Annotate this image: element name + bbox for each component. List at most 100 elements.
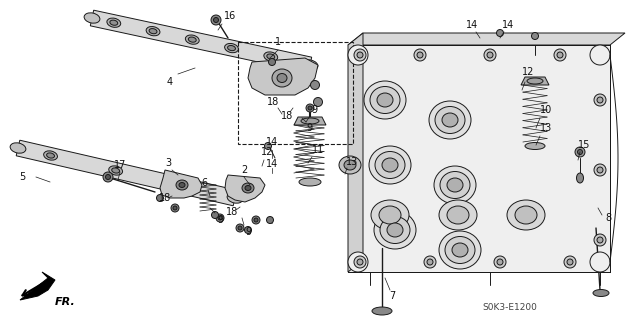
Ellipse shape xyxy=(242,183,254,193)
Ellipse shape xyxy=(306,104,314,112)
Ellipse shape xyxy=(417,52,423,58)
Ellipse shape xyxy=(377,93,393,107)
Ellipse shape xyxy=(344,160,356,170)
Ellipse shape xyxy=(424,256,436,268)
Ellipse shape xyxy=(387,223,403,237)
Polygon shape xyxy=(294,117,326,125)
Ellipse shape xyxy=(429,101,471,139)
Ellipse shape xyxy=(445,236,475,263)
Ellipse shape xyxy=(176,180,188,190)
Ellipse shape xyxy=(103,172,113,182)
Ellipse shape xyxy=(440,172,470,198)
Ellipse shape xyxy=(272,69,292,87)
Text: 14: 14 xyxy=(266,159,278,169)
Text: 3: 3 xyxy=(165,158,171,168)
Text: 13: 13 xyxy=(540,123,552,133)
Text: 7: 7 xyxy=(389,291,395,301)
Ellipse shape xyxy=(348,252,368,272)
Text: 2: 2 xyxy=(241,165,247,175)
Ellipse shape xyxy=(173,206,177,210)
Ellipse shape xyxy=(374,211,416,249)
Ellipse shape xyxy=(252,216,260,224)
Ellipse shape xyxy=(575,147,585,157)
Ellipse shape xyxy=(106,174,111,180)
Ellipse shape xyxy=(484,49,496,61)
Ellipse shape xyxy=(177,183,185,188)
Ellipse shape xyxy=(594,234,606,246)
Ellipse shape xyxy=(146,27,160,36)
Polygon shape xyxy=(16,140,237,206)
Ellipse shape xyxy=(370,86,400,114)
Ellipse shape xyxy=(487,52,493,58)
Ellipse shape xyxy=(186,35,199,44)
Ellipse shape xyxy=(427,259,433,265)
Ellipse shape xyxy=(149,28,157,34)
Ellipse shape xyxy=(245,227,252,234)
Ellipse shape xyxy=(447,178,463,192)
Ellipse shape xyxy=(597,97,603,103)
Ellipse shape xyxy=(299,178,321,186)
Polygon shape xyxy=(160,170,202,198)
Ellipse shape xyxy=(179,182,185,188)
Text: 18: 18 xyxy=(281,111,293,121)
Ellipse shape xyxy=(527,78,543,84)
Ellipse shape xyxy=(301,118,319,124)
Ellipse shape xyxy=(157,195,164,202)
Ellipse shape xyxy=(594,164,606,176)
Ellipse shape xyxy=(265,142,272,149)
Ellipse shape xyxy=(380,217,410,244)
Polygon shape xyxy=(521,77,549,85)
Text: 15: 15 xyxy=(578,140,590,150)
Ellipse shape xyxy=(557,52,563,58)
Ellipse shape xyxy=(372,307,392,315)
Text: 14: 14 xyxy=(466,20,478,30)
Ellipse shape xyxy=(227,193,243,203)
Polygon shape xyxy=(20,272,55,300)
Text: 6: 6 xyxy=(201,178,207,188)
Ellipse shape xyxy=(382,158,398,172)
Ellipse shape xyxy=(414,49,426,61)
Ellipse shape xyxy=(494,256,506,268)
Text: 9: 9 xyxy=(245,227,251,237)
Text: 9: 9 xyxy=(311,105,317,115)
Ellipse shape xyxy=(269,59,276,66)
Ellipse shape xyxy=(439,200,477,230)
Ellipse shape xyxy=(110,20,118,25)
Ellipse shape xyxy=(434,166,476,204)
Ellipse shape xyxy=(497,259,503,265)
Ellipse shape xyxy=(357,52,363,58)
Ellipse shape xyxy=(515,206,537,224)
Ellipse shape xyxy=(567,259,573,265)
Ellipse shape xyxy=(112,168,120,173)
Ellipse shape xyxy=(267,217,274,223)
Text: 18: 18 xyxy=(159,193,171,203)
Ellipse shape xyxy=(375,151,405,179)
Ellipse shape xyxy=(218,216,222,220)
Text: 11: 11 xyxy=(312,145,324,155)
Ellipse shape xyxy=(577,173,584,183)
Text: 9: 9 xyxy=(306,123,312,133)
Ellipse shape xyxy=(188,37,196,42)
Text: 16: 16 xyxy=(224,11,236,21)
Text: 12: 12 xyxy=(261,147,273,157)
Ellipse shape xyxy=(171,204,179,212)
Ellipse shape xyxy=(308,106,312,110)
Text: 12: 12 xyxy=(522,67,534,77)
Ellipse shape xyxy=(339,156,361,174)
Text: 8: 8 xyxy=(605,213,611,223)
Ellipse shape xyxy=(577,149,582,155)
Polygon shape xyxy=(348,33,363,272)
Ellipse shape xyxy=(435,107,465,133)
Ellipse shape xyxy=(211,15,221,25)
Text: 14: 14 xyxy=(266,137,278,147)
Polygon shape xyxy=(225,175,265,202)
Ellipse shape xyxy=(597,167,603,173)
Ellipse shape xyxy=(442,113,458,127)
Ellipse shape xyxy=(590,45,610,65)
Bar xyxy=(238,42,353,144)
Ellipse shape xyxy=(238,226,242,230)
Polygon shape xyxy=(348,33,625,45)
Ellipse shape xyxy=(228,45,235,51)
Ellipse shape xyxy=(496,29,503,36)
Ellipse shape xyxy=(267,54,275,59)
